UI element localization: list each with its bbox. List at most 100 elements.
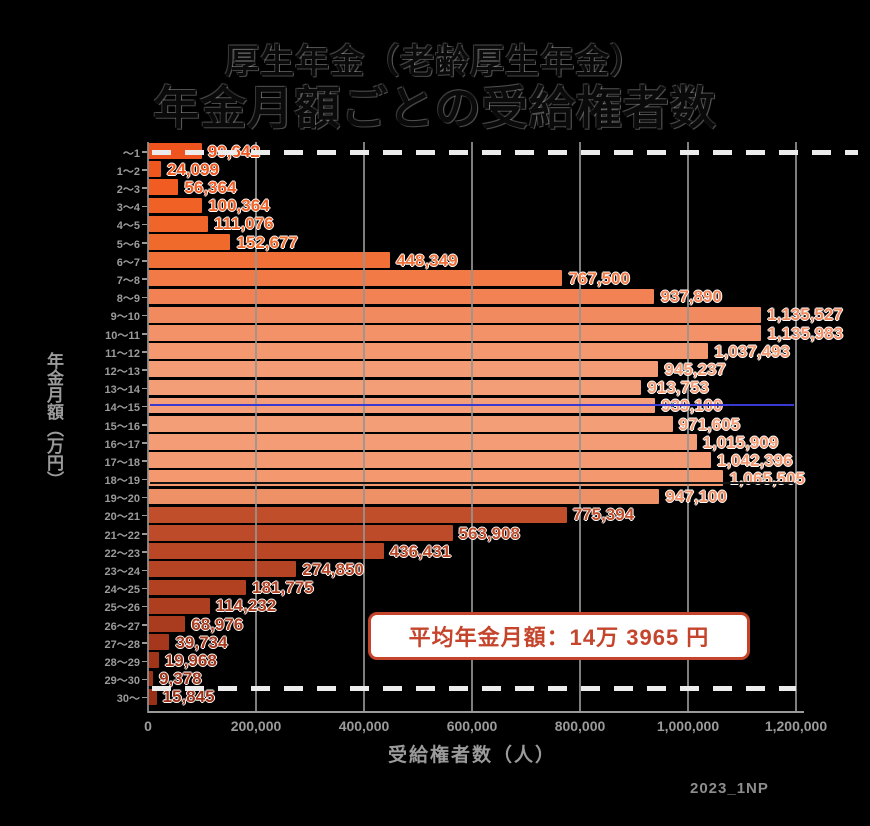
- y-tick-mark: [142, 223, 147, 226]
- bar-value-label: 111,076: [213, 214, 274, 234]
- y-tick-label: 11～12: [105, 347, 140, 360]
- y-tick-label: 25～26: [104, 602, 140, 615]
- y-tick-mark: [142, 478, 147, 481]
- y-tick-mark: [142, 696, 147, 699]
- bar-value-label: 563,908: [458, 523, 520, 543]
- y-tick-mark: [142, 387, 147, 390]
- y-tick-label: 15～16: [104, 420, 140, 433]
- watermark-text: 2023_1NP: [690, 780, 769, 797]
- y-tick-mark: [142, 569, 147, 572]
- y-tick-mark: [142, 205, 147, 208]
- bar-value-label: 56,364: [184, 177, 237, 197]
- y-axis-title: 年金月額（万円）: [44, 352, 63, 488]
- bar: [148, 434, 697, 450]
- y-tick-label: 24～25: [104, 584, 140, 597]
- y-tick-label: 7～8: [116, 274, 140, 287]
- y-tick-label: 14～15: [104, 402, 140, 415]
- y-tick-mark: [142, 369, 147, 371]
- y-tick-label: 22～23: [104, 547, 140, 560]
- y-tick-mark: [142, 496, 147, 499]
- x-axis-title: 受給権者数（人）: [387, 745, 556, 766]
- x-gridline: [147, 142, 149, 713]
- average-line: [150, 403, 794, 406]
- bar: [148, 415, 673, 432]
- bar-value-label: 114,232: [215, 596, 277, 616]
- bar: [148, 488, 660, 505]
- bar: [148, 506, 567, 523]
- x-gridline: [471, 142, 473, 713]
- y-tick-mark: [142, 169, 147, 171]
- bar: [148, 306, 762, 323]
- y-tick-mark: [142, 296, 147, 299]
- y-tick-mark: [142, 278, 147, 280]
- y-tick-mark: [142, 533, 147, 535]
- bar-value-label: 15,845: [162, 687, 215, 707]
- y-tick-mark: [142, 551, 147, 553]
- bar-value-label: 775,394: [572, 505, 635, 525]
- y-tick-mark: [142, 314, 147, 317]
- y-tick-mark: [142, 624, 147, 626]
- x-tick-label: 400,000: [338, 718, 390, 734]
- y-tick-mark: [142, 187, 147, 189]
- y-tick-mark: [142, 424, 147, 426]
- bar: [148, 179, 179, 196]
- bar: [148, 288, 655, 305]
- y-tick-mark: [142, 660, 147, 663]
- y-tick-label: 2～3: [116, 183, 140, 196]
- chart-title-line1: 厚生年金（老齢厚生年金）: [225, 43, 645, 81]
- y-tick-label: 1～2: [116, 165, 140, 178]
- x-tick-label: 200,000: [230, 718, 282, 734]
- bar-value-label: 24,099: [167, 159, 219, 179]
- bar-value-label: 945,237: [664, 359, 726, 379]
- bar: [148, 579, 247, 596]
- y-tick-mark: [142, 460, 147, 462]
- y-tick-label: 29～30: [104, 675, 140, 688]
- y-tick-label: 4～5: [116, 220, 140, 233]
- y-tick-mark: [142, 605, 147, 608]
- bar: [148, 470, 724, 487]
- x-tick-label: 600,000: [446, 718, 498, 734]
- x-gridline: [579, 142, 581, 713]
- x-gridline: [687, 142, 689, 713]
- y-tick-label: 9～10: [110, 311, 140, 324]
- bottom-dashed-line: [152, 686, 796, 691]
- y-tick-label: 19～20: [104, 493, 140, 506]
- bar: [148, 361, 659, 378]
- y-tick-label: 26～27: [104, 620, 140, 633]
- y-tick-label: 18～19: [104, 475, 140, 488]
- bar: [148, 652, 159, 669]
- y-tick-label: 30～: [116, 693, 140, 706]
- y-tick-mark: [142, 442, 147, 444]
- y-tick-label: 8～9: [116, 293, 140, 306]
- y-tick-mark: [142, 514, 147, 517]
- bar-value-label: 436,431: [389, 541, 452, 561]
- y-tick-label: 5～6: [116, 238, 140, 251]
- y-tick-mark: [142, 242, 147, 244]
- y-tick-label: 23～24: [104, 566, 140, 579]
- x-tick-label: 1,200,000: [764, 718, 828, 734]
- bar: [148, 379, 642, 396]
- bar-value-label: 448,349: [396, 250, 458, 270]
- bar: [148, 670, 154, 687]
- bar: [148, 616, 186, 632]
- y-tick-label: ～1: [122, 147, 140, 160]
- bar-value-label: 68,976: [191, 614, 244, 634]
- chart-title-line2: 年金月額ごとの受給権者数: [153, 82, 717, 134]
- y-tick-label: 20～21: [104, 511, 140, 524]
- x-gridline: [363, 142, 365, 713]
- y-tick-mark: [142, 678, 147, 681]
- y-tick-label: 3～4: [116, 202, 140, 215]
- bar-value-label: 1,015,909: [702, 432, 779, 452]
- y-tick-mark: [142, 587, 147, 590]
- y-tick-label: 17～18: [104, 456, 140, 469]
- bar-value-label: 939,100: [661, 396, 722, 416]
- bar-value-label: 19,968: [164, 651, 217, 671]
- bar: [148, 233, 231, 250]
- y-tick-label: 28～29: [104, 657, 140, 670]
- bar: [148, 525, 453, 541]
- y-tick-mark: [142, 333, 147, 335]
- bar: [148, 452, 711, 469]
- bar: [148, 561, 297, 578]
- y-tick-mark: [142, 642, 147, 644]
